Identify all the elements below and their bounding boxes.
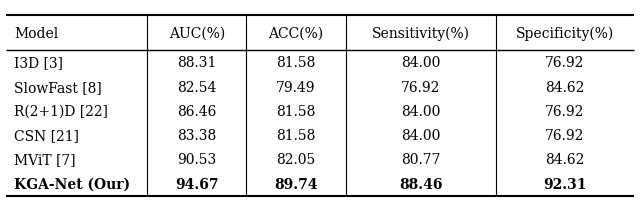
Text: 84.62: 84.62 <box>545 153 584 167</box>
Text: SlowFast [8]: SlowFast [8] <box>14 80 102 94</box>
Text: 88.31: 88.31 <box>177 56 216 70</box>
Text: 79.49: 79.49 <box>276 80 316 94</box>
Text: R(2+1)D [22]: R(2+1)D [22] <box>14 104 108 118</box>
Text: 81.58: 81.58 <box>276 104 316 118</box>
Text: Specificity(%): Specificity(%) <box>516 27 614 41</box>
Text: Model: Model <box>14 27 58 41</box>
Text: 76.92: 76.92 <box>545 104 584 118</box>
Text: Sensitivity(%): Sensitivity(%) <box>372 27 470 41</box>
Text: KGA-Net (Our): KGA-Net (Our) <box>14 177 130 191</box>
Text: 89.74: 89.74 <box>275 177 317 191</box>
Text: MViT [7]: MViT [7] <box>14 153 76 167</box>
Text: 94.67: 94.67 <box>175 177 218 191</box>
Text: AUC(%): AUC(%) <box>169 27 225 41</box>
Text: 88.46: 88.46 <box>399 177 442 191</box>
Text: 84.00: 84.00 <box>401 104 440 118</box>
Text: 83.38: 83.38 <box>177 129 216 142</box>
Text: 81.58: 81.58 <box>276 129 316 142</box>
Text: 84.00: 84.00 <box>401 129 440 142</box>
Text: 84.00: 84.00 <box>401 56 440 70</box>
Text: 76.92: 76.92 <box>545 129 584 142</box>
Text: 76.92: 76.92 <box>401 80 440 94</box>
Text: 81.58: 81.58 <box>276 56 316 70</box>
Text: I3D [3]: I3D [3] <box>14 56 63 70</box>
Text: CSN [21]: CSN [21] <box>14 129 79 142</box>
Text: 90.53: 90.53 <box>177 153 216 167</box>
Text: 86.46: 86.46 <box>177 104 216 118</box>
Text: 84.62: 84.62 <box>545 80 584 94</box>
Text: 80.77: 80.77 <box>401 153 440 167</box>
Text: 76.92: 76.92 <box>545 56 584 70</box>
Text: 82.05: 82.05 <box>276 153 316 167</box>
Text: 92.31: 92.31 <box>543 177 586 191</box>
Text: ACC(%): ACC(%) <box>268 27 324 41</box>
Text: 82.54: 82.54 <box>177 80 216 94</box>
